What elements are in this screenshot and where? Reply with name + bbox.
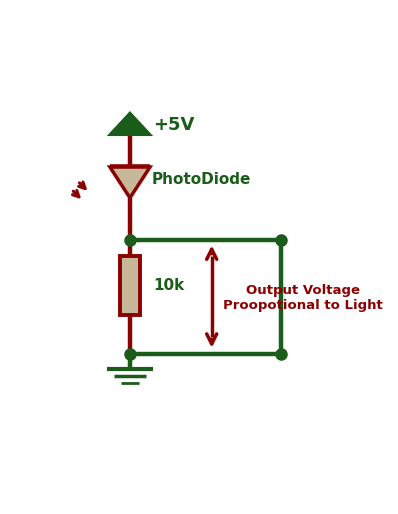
Polygon shape	[110, 167, 150, 198]
Bar	[120, 256, 140, 315]
Polygon shape	[110, 113, 150, 135]
Text: +5V: +5V	[153, 116, 195, 134]
Text: Output Voltage
Proopotional to Light: Output Voltage Proopotional to Light	[223, 284, 382, 312]
Text: PhotoDiode: PhotoDiode	[152, 172, 251, 187]
Text: 10k: 10k	[153, 278, 184, 293]
